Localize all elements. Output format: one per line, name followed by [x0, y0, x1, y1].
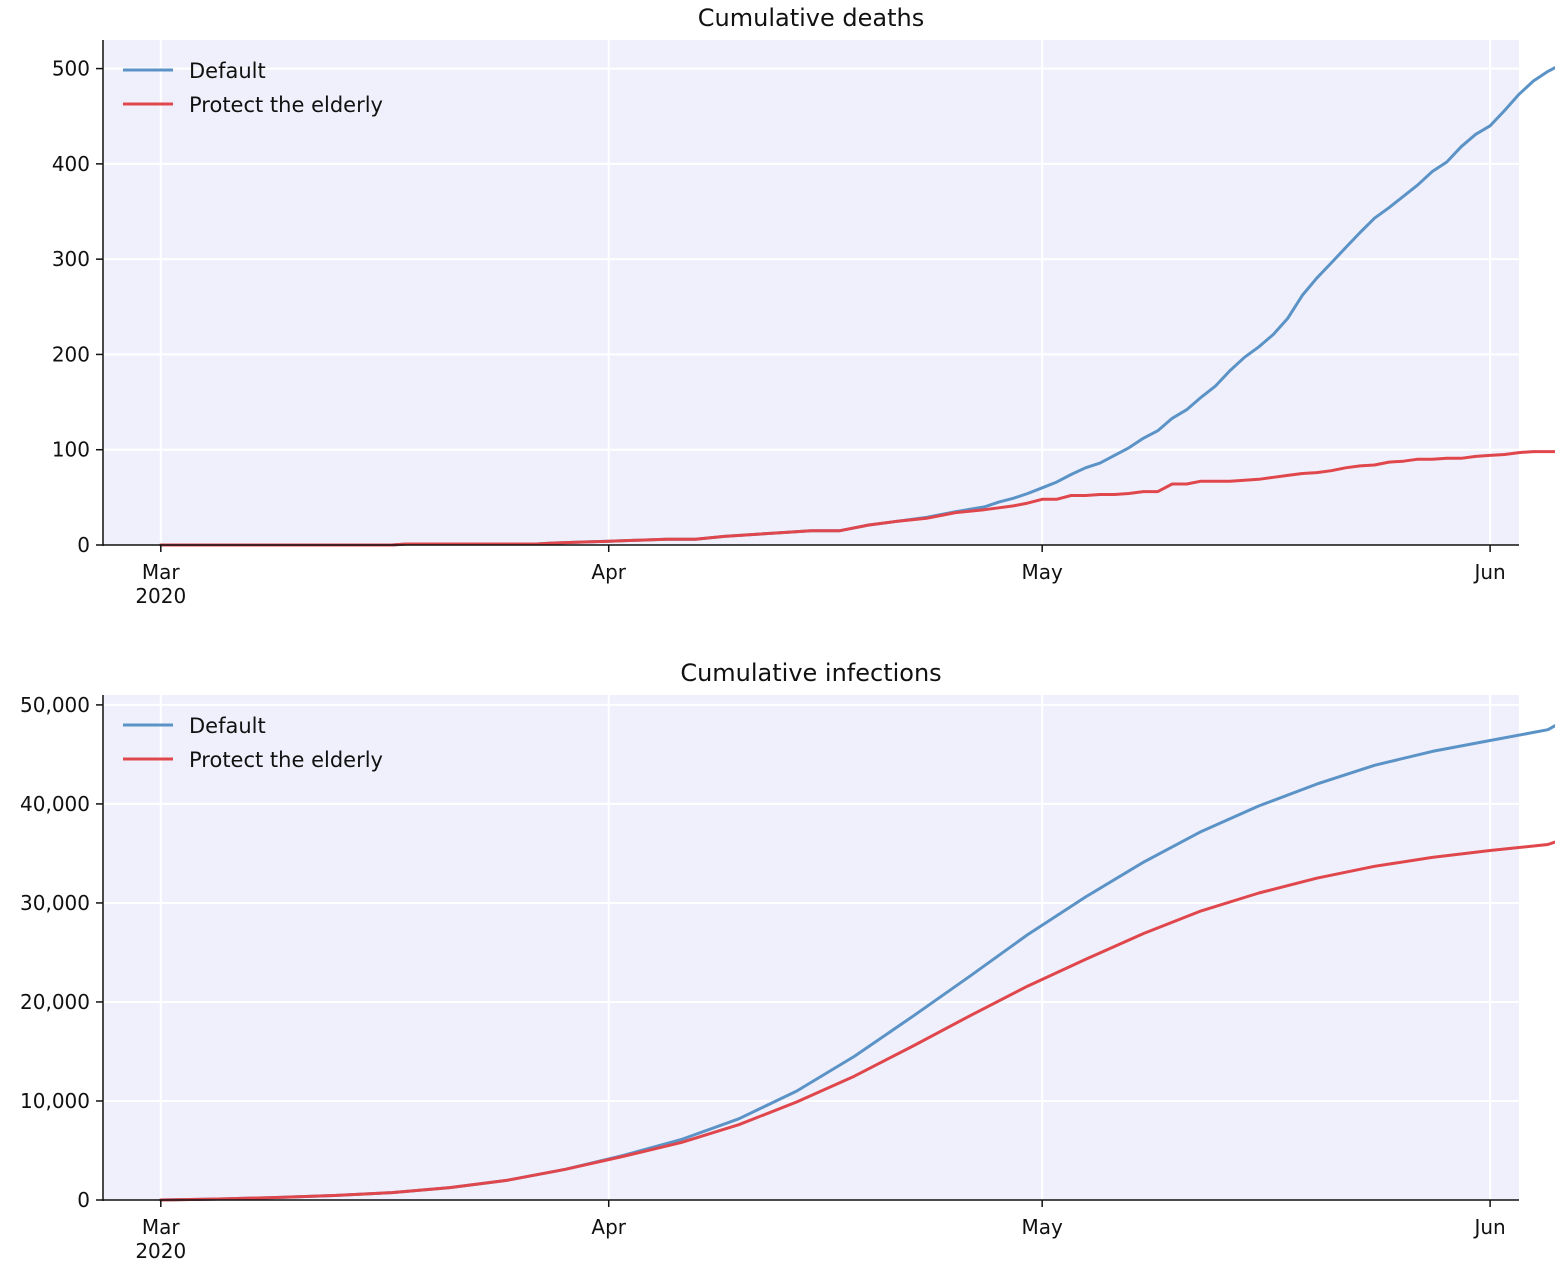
- series-line-protect-the-elderly: [159, 450, 1555, 547]
- y-tick-label: 400: [52, 152, 90, 176]
- x-tick-sublabel: 2020: [135, 1239, 186, 1263]
- y-tick-label: 20,000: [20, 990, 90, 1014]
- x-tick-label: Mar: [142, 1215, 181, 1239]
- y-tick-label: 500: [52, 57, 90, 81]
- chart-title: Cumulative deaths: [698, 4, 924, 32]
- x-tick-label: May: [1022, 560, 1064, 584]
- y-tick-label: 10,000: [20, 1089, 90, 1113]
- legend: Default Protect the elderly: [123, 59, 383, 117]
- y-tick-label: 30,000: [20, 891, 90, 915]
- legend-label: Default: [189, 714, 266, 738]
- y-tick-label: 40,000: [20, 792, 90, 816]
- y-tick-label: 200: [52, 342, 90, 366]
- y-tick-label: 100: [52, 438, 90, 462]
- x-tick-sublabel: 2020: [135, 584, 186, 608]
- legend-label: Protect the elderly: [189, 93, 383, 117]
- x-tick-label: May: [1022, 1215, 1064, 1239]
- y-tick-label: 0: [77, 533, 90, 557]
- legend-label: Protect the elderly: [189, 748, 383, 772]
- y-tick-label: 50,000: [20, 693, 90, 717]
- legend-label: Default: [189, 59, 266, 83]
- legend: Default Protect the elderly: [123, 714, 383, 772]
- plot-area: [103, 40, 1519, 545]
- x-tick-label: Mar: [142, 560, 181, 584]
- chart-title: Cumulative infections: [680, 659, 941, 687]
- plot-area: [103, 695, 1519, 1200]
- x-tick-label: Jun: [1472, 1215, 1505, 1239]
- y-tick-label: 0: [77, 1188, 90, 1212]
- y-tick-label: 300: [52, 247, 90, 271]
- series-line-protect-the-elderly: [159, 840, 1555, 1202]
- x-tick-label: Apr: [591, 560, 626, 584]
- x-tick-label: Apr: [591, 1215, 626, 1239]
- x-tick-label: Jun: [1472, 560, 1505, 584]
